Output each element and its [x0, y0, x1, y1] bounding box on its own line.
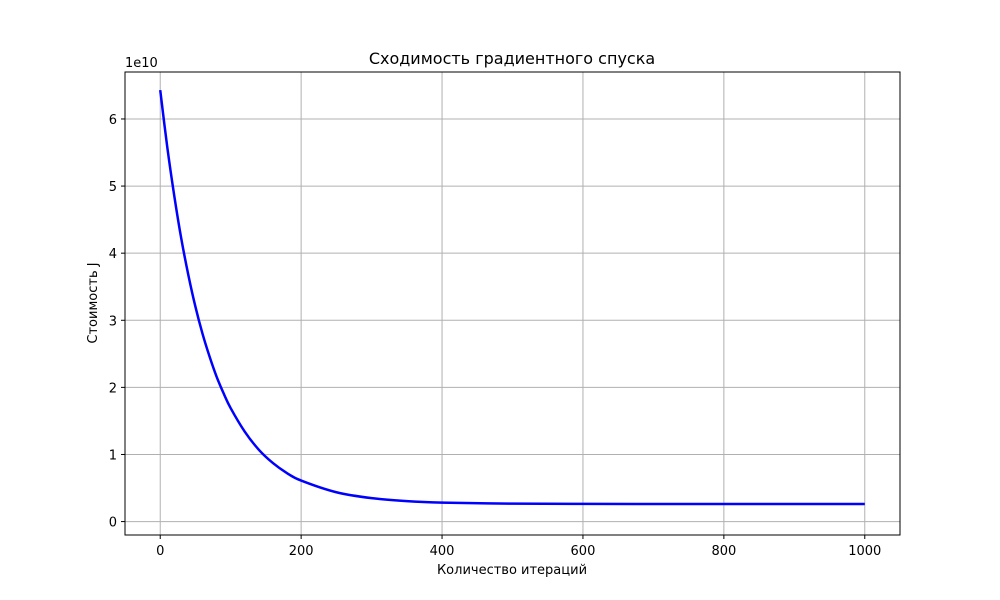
chart-title: Сходимость градиентного спуска — [369, 49, 655, 68]
y-axis-label: Стоимость J — [86, 262, 101, 343]
y-tick-label: 1 — [109, 448, 117, 463]
x-tick-label: 200 — [289, 544, 314, 559]
y-tick-label: 3 — [109, 314, 117, 329]
x-tick-label: 0 — [156, 544, 164, 559]
y-tick-label: 5 — [109, 180, 117, 195]
y-tick-label: 4 — [109, 247, 117, 262]
ticks: 0 200 400 600 800 1000 0 1 2 3 4 5 6 — [109, 113, 882, 559]
series-layer — [158, 89, 865, 506]
x-tick-label: 800 — [711, 544, 736, 559]
x-axis-label: Количество итераций — [437, 563, 587, 578]
y-tick-label: 6 — [109, 113, 117, 128]
x-tick-label: 1000 — [848, 544, 881, 559]
x-tick-label: 400 — [430, 544, 455, 559]
y-tick-label: 0 — [109, 516, 117, 531]
cost-curve — [158, 89, 865, 506]
x-tick-label: 600 — [571, 544, 596, 559]
grid — [125, 72, 900, 535]
plot-frame — [124, 71, 901, 536]
y-tick-label: 2 — [109, 381, 117, 396]
y-axis-offset-text: 1e10 — [125, 56, 158, 71]
